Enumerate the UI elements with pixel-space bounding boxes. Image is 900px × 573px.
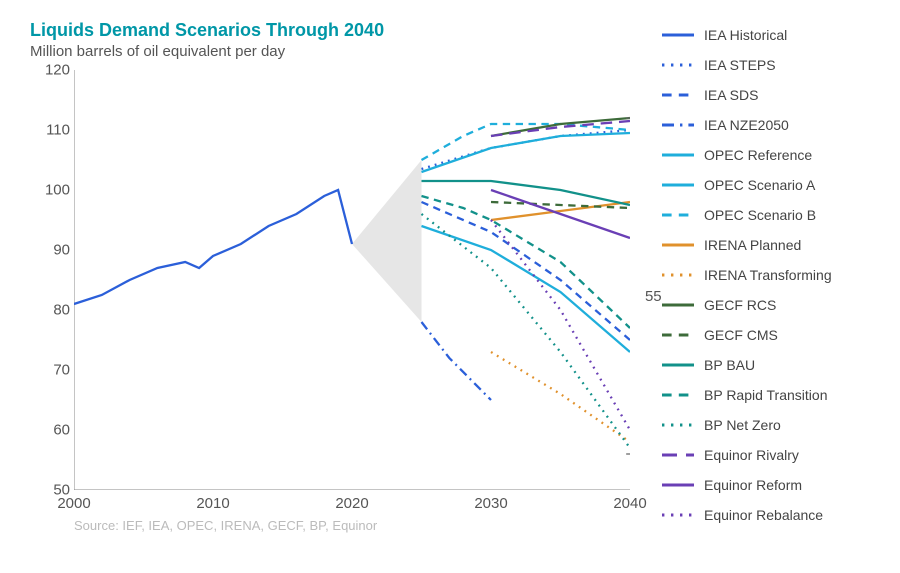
legend-label: OPEC Scenario B	[704, 207, 816, 223]
legend-swatch	[660, 475, 696, 495]
legend-item: BP BAU	[660, 350, 890, 380]
y-tick-label: 90	[40, 242, 70, 259]
series-opec-scenario-a	[422, 226, 631, 352]
legend-label: OPEC Reference	[704, 147, 812, 163]
legend-item: GECF RCS	[660, 290, 890, 320]
legend-item: IRENA Transforming	[660, 260, 890, 290]
legend-swatch	[660, 145, 696, 165]
y-tick-label: 100	[40, 182, 70, 199]
legend-label: OPEC Scenario A	[704, 177, 815, 193]
range-bracket	[626, 118, 630, 454]
legend-swatch	[660, 415, 696, 435]
legend-label: GECF CMS	[704, 327, 778, 343]
chart-svg	[74, 70, 630, 490]
legend-item: IEA Historical	[660, 20, 890, 50]
series-bp-net-zero	[422, 214, 631, 448]
legend: IEA Historical IEA STEPS IEA SDS IEA NZE205…	[660, 20, 890, 530]
legend-swatch	[660, 385, 696, 405]
legend-label: Equinor Rivalry	[704, 447, 799, 463]
legend-label: GECF RCS	[704, 297, 776, 313]
series-iea-steps	[422, 130, 631, 169]
legend-swatch	[660, 355, 696, 375]
series-opec-reference	[422, 133, 631, 172]
legend-item: OPEC Scenario B	[660, 200, 890, 230]
y-tick-label: 110	[40, 122, 70, 139]
x-tick-label: 2040	[613, 495, 646, 512]
plot-area: 5060708090100110120 20002010202020302040…	[30, 70, 630, 520]
legend-item: Equinor Reform	[660, 470, 890, 500]
legend-swatch	[660, 325, 696, 345]
legend-label: BP Rapid Transition	[704, 387, 827, 403]
series-iea-historical	[74, 190, 352, 304]
x-tick-label: 2000	[57, 495, 90, 512]
legend-swatch	[660, 55, 696, 75]
legend-item: IRENA Planned	[660, 230, 890, 260]
uncertainty-fan	[352, 160, 422, 322]
annotation-55: 55	[645, 288, 662, 305]
y-tick-label: 120	[40, 62, 70, 79]
legend-swatch	[660, 25, 696, 45]
legend-item: Equinor Rivalry	[660, 440, 890, 470]
legend-label: Equinor Rebalance	[704, 507, 823, 523]
y-tick-label: 80	[40, 302, 70, 319]
x-tick-label: 2020	[335, 495, 368, 512]
legend-item: IEA SDS	[660, 80, 890, 110]
legend-item: GECF CMS	[660, 320, 890, 350]
legend-swatch	[660, 115, 696, 135]
y-tick-label: 70	[40, 362, 70, 379]
legend-label: Equinor Reform	[704, 477, 802, 493]
series-equinor-reform	[491, 190, 630, 238]
legend-item: BP Net Zero	[660, 410, 890, 440]
legend-swatch	[660, 445, 696, 465]
legend-item: OPEC Reference	[660, 140, 890, 170]
legend-swatch	[660, 295, 696, 315]
x-tick-label: 2030	[474, 495, 507, 512]
y-tick-label: 60	[40, 422, 70, 439]
legend-label: BP BAU	[704, 357, 755, 373]
series-iea-nze2050	[422, 322, 492, 400]
legend-item: IEA STEPS	[660, 50, 890, 80]
legend-item: BP Rapid Transition	[660, 380, 890, 410]
legend-label: BP Net Zero	[704, 417, 781, 433]
legend-label: IEA STEPS	[704, 57, 776, 73]
series-irena-transforming	[491, 352, 630, 442]
x-tick-label: 2010	[196, 495, 229, 512]
legend-label: IEA SDS	[704, 87, 758, 103]
legend-item: Equinor Rebalance	[660, 500, 890, 530]
legend-swatch	[660, 505, 696, 525]
series-equinor-rebalance	[491, 220, 630, 430]
legend-swatch	[660, 265, 696, 285]
legend-swatch	[660, 175, 696, 195]
legend-swatch	[660, 205, 696, 225]
legend-swatch	[660, 235, 696, 255]
legend-swatch	[660, 85, 696, 105]
source-text: Source: IEF, IEA, OPEC, IRENA, GECF, BP,…	[74, 518, 377, 533]
legend-label: IRENA Transforming	[704, 267, 832, 283]
legend-item: OPEC Scenario A	[660, 170, 890, 200]
legend-label: IEA Historical	[704, 27, 787, 43]
legend-label: IEA NZE2050	[704, 117, 789, 133]
legend-item: IEA NZE2050	[660, 110, 890, 140]
chart-container: Liquids Demand Scenarios Through 2040 Mi…	[0, 0, 900, 573]
legend-label: IRENA Planned	[704, 237, 801, 253]
